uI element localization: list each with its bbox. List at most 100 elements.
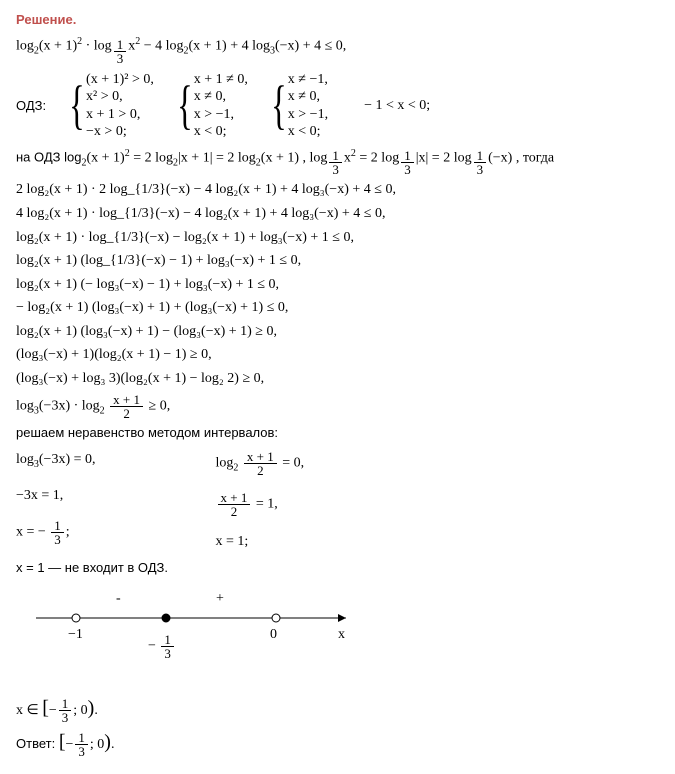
t: log [216, 456, 234, 471]
t: x [344, 150, 351, 165]
t: (x + 1) [86, 150, 124, 165]
t: 2 [254, 464, 267, 477]
t: . [94, 703, 98, 718]
t: ; [66, 525, 70, 540]
t: 1 [401, 149, 414, 163]
open-point [72, 614, 80, 622]
t: 1 [75, 731, 88, 745]
t: (−x) , тогда [488, 150, 554, 165]
t: x > −1, [194, 106, 248, 124]
note-line: x = 1 — не входит в ОДЗ. [16, 559, 659, 577]
t: (−x) + 4 ≤ 0, [275, 39, 346, 54]
brace-icon: { [69, 84, 85, 127]
t: log [16, 452, 34, 467]
odz-systems: ОДЗ: { (x + 1)² > 0, x² > 0, x + 1 > 0, … [16, 71, 659, 141]
t: − [148, 638, 159, 653]
t: 3 [114, 52, 127, 65]
odz-result: − 1 < x < 0; [364, 96, 430, 116]
step-line: log₂(x + 1) · log_{1/3}(−x) − log₂(x + 1… [16, 228, 659, 248]
interval-method-text: решаем неравенство методом интервалов: [16, 424, 659, 442]
t: (−3x) = 0, [39, 452, 96, 467]
t: x + 1 > 0, [86, 106, 154, 124]
nl-label-frac: − 13 [148, 633, 188, 660]
number-line-svg: - + −1 0 x [16, 588, 376, 658]
odz-label: ОДЗ: [16, 98, 46, 113]
step-line: 4 log₂(x + 1) · log_{1/3}(−x) − 4 log₂(x… [16, 204, 659, 224]
number-line: - + −1 0 x − 13 [16, 588, 659, 688]
t: 1 [474, 149, 487, 163]
t: = 2 log [356, 150, 399, 165]
t: x = − [16, 525, 49, 540]
t: · log [82, 39, 112, 54]
step-line-12: log3(−3x) · log2 x + 12 ≥ 0, [16, 393, 659, 420]
open-point [272, 614, 280, 622]
t: ; 0 [90, 737, 104, 752]
t: 1 [51, 519, 64, 533]
t: x ≠ 0, [288, 88, 328, 106]
t: x = 1; [216, 532, 305, 552]
equation-1: log2(x + 1)2 · log13x2 − 4 log2(x + 1) +… [16, 35, 659, 65]
t: x < 0; [288, 123, 328, 141]
t: (x + 1) [39, 39, 77, 54]
t: 3 [474, 163, 487, 176]
t: 3 [75, 745, 88, 758]
t: = 1, [252, 497, 277, 512]
t: x + 1 [218, 491, 251, 505]
t: x + 1 ≠ 0, [194, 71, 248, 89]
t: . [111, 737, 115, 752]
t: = 0, [279, 456, 304, 471]
result-set: x ∈ [−13; 0). [16, 694, 659, 724]
t: на ОДЗ log [16, 149, 81, 164]
step-line: log₂(x + 1) (− log₃(−x) − 1) + log₃(−x) … [16, 275, 659, 295]
t: |x| = 2 log [416, 150, 472, 165]
nl-label: 0 [270, 627, 277, 642]
closed-point [162, 614, 170, 622]
nl-label: x [338, 627, 345, 642]
sign-plus: + [216, 591, 224, 606]
brace-icon: { [177, 84, 193, 127]
t: 3 [51, 533, 64, 546]
system-1: { (x + 1)² > 0, x² > 0, x + 1 > 0, −x > … [64, 71, 154, 141]
t: log [16, 398, 34, 413]
t: 1 [161, 633, 174, 647]
t: x ∈ [16, 703, 42, 718]
t: 1 [114, 38, 127, 52]
step-line: (log₃(−x) + 1)(log₂(x + 1) − 1) ≥ 0, [16, 345, 659, 365]
step-line: (log₃(−x) + log₃ 3)(log₂(x + 1) − log₂ 2… [16, 369, 659, 389]
t: (x + 1)² > 0, [86, 71, 154, 89]
nl-label: −1 [68, 627, 83, 642]
t: 3 [329, 163, 342, 176]
step-line: log₂(x + 1) (log_{1/3}(−x) − 1) + log₃(−… [16, 251, 659, 271]
sign-minus: - [116, 591, 121, 606]
t: (x + 1) , log [261, 150, 328, 165]
t: x < 0; [194, 123, 248, 141]
interval-solve: log3(−3x) = 0, −3x = 1, x = − 13; log2 x… [16, 446, 659, 556]
t: 3 [161, 647, 174, 660]
col-left: log3(−3x) = 0, −3x = 1, x = − 13; [16, 446, 96, 556]
t: 3 [401, 163, 414, 176]
t: x ≠ −1, [288, 71, 328, 89]
answer-line: Ответ: [−13; 0). [16, 728, 659, 758]
step-line: 2 log₂(x + 1) · 2 log_{1/3}(−x) − 4 log₂… [16, 180, 659, 200]
t: 3 [59, 711, 72, 724]
answer-label: Ответ: [16, 736, 59, 751]
t: (−3x) · log [39, 398, 100, 413]
t: − 4 log [140, 39, 183, 54]
t: x ≠ 0, [194, 88, 248, 106]
t: −3x = 1, [16, 486, 96, 506]
brace-icon: { [271, 84, 287, 127]
t: 2 [228, 505, 241, 518]
t: 1 [329, 149, 342, 163]
t: = 2 log [130, 150, 173, 165]
t: ≥ 0, [149, 398, 171, 413]
t: ; 0 [73, 703, 87, 718]
t: |x + 1| = 2 log [178, 150, 256, 165]
system-3: { x ≠ −1, x ≠ 0, x > −1, x < 0; [266, 71, 328, 141]
t: log [16, 39, 34, 54]
col-right: log2 x + 12 = 0, x + 12 = 1, x = 1; [216, 446, 305, 556]
t: x > −1, [288, 106, 328, 124]
t: x + 1 [244, 450, 277, 464]
t: (x + 1) + 4 log [188, 39, 270, 54]
t: −x > 0; [86, 123, 154, 141]
t: 2 [120, 407, 133, 420]
